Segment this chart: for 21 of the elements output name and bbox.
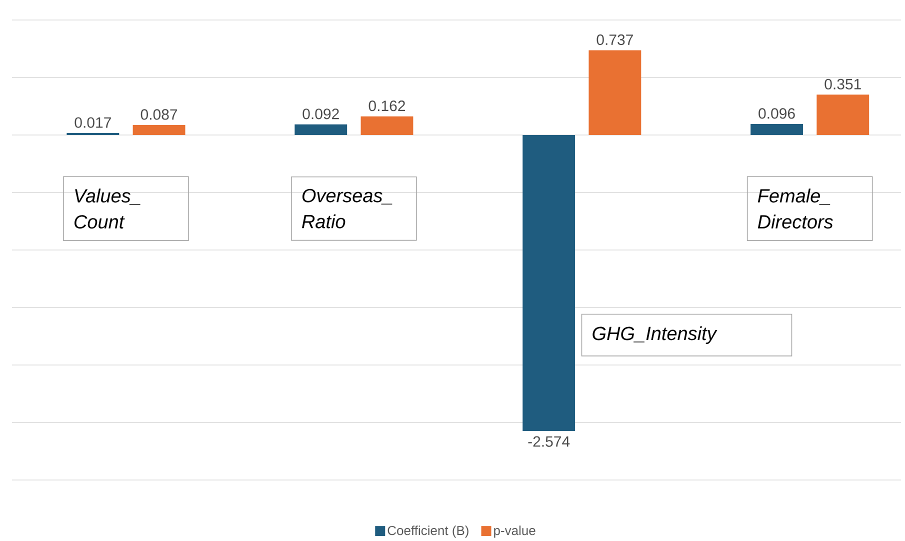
data-label: 0.017	[74, 117, 111, 128]
legend-label: Coefficient (B)	[388, 526, 468, 538]
data-label: 0.351	[824, 78, 861, 90]
data-label: 0.096	[758, 108, 795, 119]
bar	[522, 134, 576, 432]
bar	[750, 124, 803, 135]
data-label: 0.737	[596, 34, 633, 46]
data-label: -2.574	[528, 436, 570, 447]
bar	[816, 94, 870, 135]
x-tick-label: Overseas_Ratio	[302, 188, 392, 228]
legend-label: p-value	[494, 526, 536, 538]
bar	[588, 50, 642, 135]
x-tick-label: GHG_Intensity	[592, 326, 718, 344]
data-label: 0.087	[140, 109, 178, 120]
bar	[132, 124, 186, 135]
x-tick-label: Values_Count	[74, 188, 140, 229]
bar	[294, 124, 348, 135]
bar	[360, 116, 414, 135]
data-label: 0.092	[302, 108, 339, 120]
data-label: 0.162	[368, 100, 405, 112]
x-tick-label: Female_Directors	[758, 188, 833, 229]
